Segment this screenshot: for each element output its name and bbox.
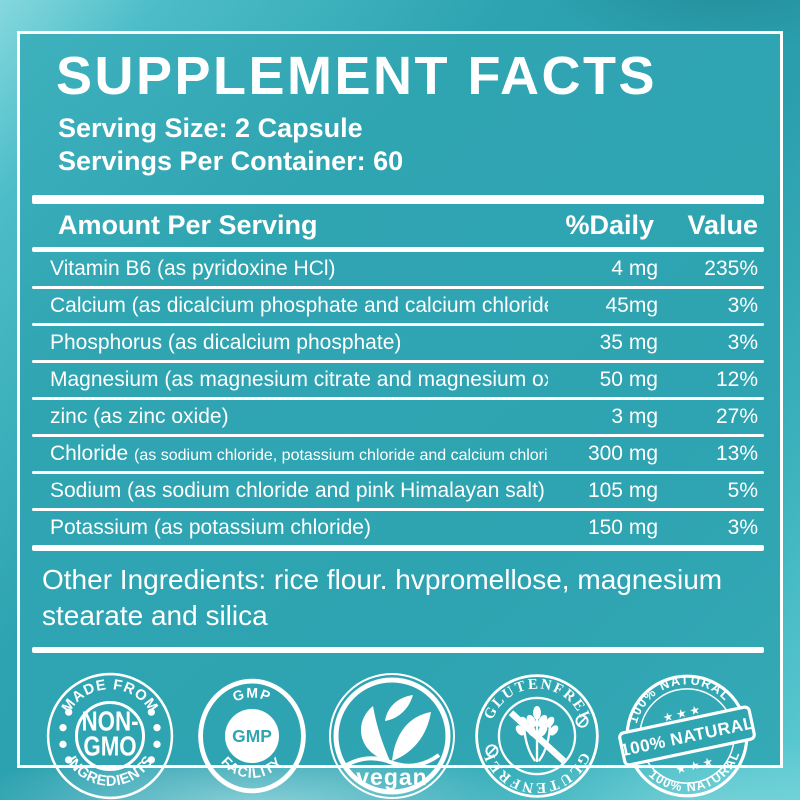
facts-table: Amount Per Serving %Daily Value Vitamin … [32,195,764,653]
divider [32,471,764,474]
daily-header: %Daily [565,210,654,240]
natural-badge: 100% NATURAL 100% NATURAL ★ ★ ★ ★ ★ ★ 10… [618,668,756,800]
row-detail: (as sodium chloride, potassium chloride … [134,447,548,464]
other-ingredients: Other Ingredients: rice flour. hvpromell… [42,564,723,631]
row-daily-value: 3% [727,294,758,317]
gmp-center: GMP [232,726,272,746]
non-gmo-badge: MADE FROM INGREDIENTS NON- GMO [46,672,174,800]
divider [32,286,764,289]
divider [32,545,764,551]
no-symbol-icon [484,714,589,758]
badge-row: MADE FROM INGREDIENTS NON- GMO [44,668,758,800]
divider [32,360,764,363]
table-row: Sodium (as sodium chloride and pink Hima… [32,474,764,508]
row-amount: 45mg [605,294,658,317]
dot-ring-icon [59,708,161,764]
stars-icon: ★ ★ ★ [674,755,714,777]
table-row: zinc (as zinc oxide) 3 mg 27% [32,400,764,434]
servings-per-container: Servings Per Container: 60 [58,146,404,176]
table-row: Vitamin B6 (as pyridoxine HCl) 4 mg 235% [32,252,764,286]
row-amount: 105 mg [587,479,658,502]
gluten-free-badge: GLUTENFREI GLUTENFREI [474,674,599,798]
row-amount: 35 mg [599,331,658,354]
row-amount: 4 mg [611,257,658,280]
row-amount: 150 mg [587,516,658,539]
table-header: Amount Per Serving %Daily Value [32,204,764,247]
gmp-center-disc [224,708,279,764]
row-daily-value: 3% [727,331,758,354]
label-frame: SUPPLEMENT FACTS Serving Size: 2 Capsule… [17,31,783,800]
divider [32,508,764,511]
value-header: Value [687,210,758,240]
non-gmo-line1: NON- [81,706,138,737]
gmp-arc-top: GMP [230,685,272,705]
non-gmo-icon [74,700,146,772]
table-row: Chloride (as sodium chloride, potassium … [32,437,764,471]
row-daily-value: 3% [727,516,758,539]
row-name: Calcium (as dicalcium phosphate and calc… [50,294,548,317]
row-name: Phosphorus (as dicalcium phosphate) [50,331,402,354]
row-amount: 50 mg [599,368,658,391]
table-row: Phosphorus (as dicalcium phosphate) 35 m… [32,326,764,360]
table-row: Magnesium (as magnesium citrate and magn… [32,363,764,397]
row-name: Sodium (as sodium chloride and pink Hima… [50,479,545,502]
svg-text:GMP: GMP [230,685,273,705]
row-daily-value: 13% [715,442,758,465]
divider [32,247,764,252]
row-amount: 3 mg [611,405,658,428]
row-name: Vitamin B6 (as pyridoxine HCl) [50,257,336,280]
vegan-badge: vegan [329,673,455,799]
table-row: Calcium (as dicalcium phosphate and calc… [32,289,764,323]
divider [32,323,764,326]
serving-info: Serving Size: 2 Capsule Servings Per Con… [58,112,780,178]
hill-icon [343,753,441,768]
divider [32,195,764,204]
row-daily-value: 27% [715,405,758,428]
leaf-icon [360,695,431,761]
table-row: Potassium (as potassium chloride) 150 mg… [32,511,764,545]
row-name: Chloride [50,442,135,465]
row-name: zinc (as zinc oxide) [50,405,229,428]
row-daily-value: 235% [704,257,758,280]
divider [32,434,764,437]
row-daily-value: 5% [727,479,758,502]
amount-per-serving-header: Amount Per Serving [58,210,318,240]
row-daily-value: 12% [715,368,758,391]
page-title: SUPPLEMENT FACTS [56,46,658,106]
row-name: Potassium (as potassium chloride) [50,516,371,539]
row-name: Magnesium (as magnesium citrate and magn… [50,368,548,391]
divider [32,647,764,653]
row-amount: 300 mg [587,442,658,465]
vegan-label: vegan [356,764,427,790]
serving-size: Serving Size: 2 Capsule [58,113,363,143]
non-gmo-line2: GMO [83,731,136,762]
gmp-badge: GMP FACILITY GMP [197,678,306,794]
slash-icon [508,710,566,764]
divider [32,397,764,400]
